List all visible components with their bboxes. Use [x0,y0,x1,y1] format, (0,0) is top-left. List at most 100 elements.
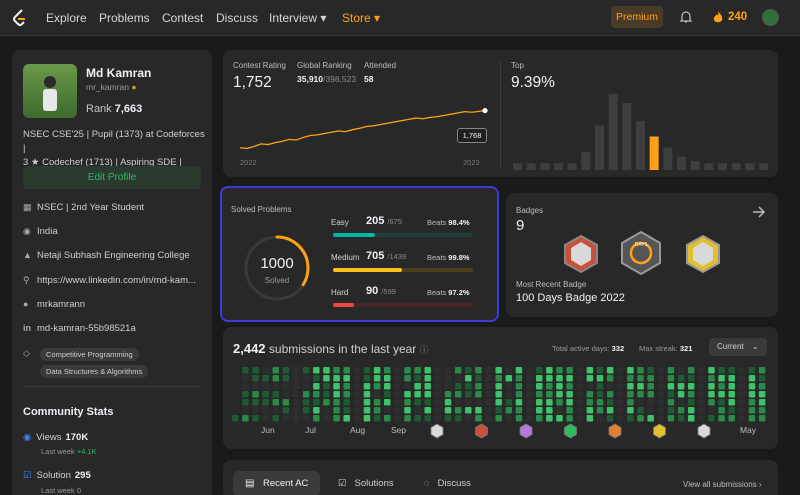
skill-tag[interactable]: Competitive Programming [40,348,139,361]
heatmap-cell [363,407,371,414]
heatmap-cell [343,375,350,382]
nav-discuss[interactable]: Discuss [216,11,259,25]
info-icon[interactable]: ⓘ [419,345,429,355]
heatmap-cell [627,383,634,390]
edit-profile-button[interactable]: Edit Profile [23,166,201,189]
heatmap-cell [495,391,502,398]
heatmap-cell [606,383,614,390]
heatmap-cell [394,399,401,406]
histogram-bar [622,102,632,170]
tab-recent-ac[interactable]: ▤ Recent AC [233,471,321,495]
heatmap-cell [262,367,269,374]
tab-solutions[interactable]: ☑ Solutions [338,478,394,489]
heatmap-cell [535,407,543,414]
heatmap-cell [414,399,421,406]
heatmap-cell [576,367,583,374]
badge-icon[interactable] [684,234,722,274]
building-icon: ▦ [23,202,32,212]
heatmap-cell [566,407,573,414]
heatmap-cell [465,391,472,398]
heatmap-cell [394,391,401,398]
badge-icon[interactable] [562,234,600,274]
heatmap-cell [292,383,300,390]
heatmap-cell [373,415,381,422]
heatmap-cell [262,375,269,382]
heatmap-cell [353,391,361,398]
solved-progress-ring[interactable] [242,233,312,303]
heatmap-cell [272,415,280,422]
heatmap-cell [728,383,735,390]
rating-histogram[interactable] [513,92,768,170]
divider [23,386,201,387]
heatmap-cell [383,415,391,422]
streak-count[interactable]: 240 [728,11,748,23]
view-all-submissions-link[interactable]: View all submissions › [683,480,762,489]
ring-progress [244,235,310,301]
heatmap-cell [748,367,756,374]
heatmap-cell [586,367,594,374]
heatmap-cell [373,391,381,398]
submission-heatmap[interactable] [232,367,770,423]
heatmap-cell [535,399,543,406]
skill-tag[interactable]: Data Structures & Algorithms [40,365,149,378]
heatmap-cell [505,399,513,406]
website-row[interactable]: ⚲ https://www.linkedin.com/in/md-kam... [23,275,196,286]
heatmap-cell [566,383,573,390]
nav-problems[interactable]: Problems [99,11,150,25]
heatmap-cell [444,415,452,422]
heatmap-cell [708,407,715,414]
histogram-bar [731,163,741,170]
heatmap-cell [242,399,249,406]
heatmap-cell [252,391,259,398]
heatmap-cell [333,367,340,374]
heatmap-cell [525,383,533,390]
easy-label: Easy [331,218,349,227]
month-label: May [740,425,757,435]
chevron-right-icon: › [758,480,762,489]
heatmap-cell [617,367,624,374]
heatmap-cell [414,391,421,398]
heatmap-cell [383,391,391,398]
heatmap-cell [728,415,735,422]
profile-name: Md Kamran [86,66,152,80]
premium-button[interactable]: Premium [611,6,663,28]
heatmap-cell [252,415,259,422]
medium-progress-bar [333,268,473,272]
heatmap-cell [687,383,695,390]
heatmap-cell [424,383,432,390]
histogram-bar [581,152,591,170]
heatmap-cell [404,391,411,398]
heatmap-cell [657,399,665,406]
nav-contest[interactable]: Contest [162,11,204,25]
rating-chart[interactable] [236,100,490,155]
github-row[interactable]: ● mrkamrann [23,299,86,310]
arrow-right-icon[interactable] [752,205,766,219]
heatmap-cell [647,375,654,382]
heatmap-cell [546,383,553,390]
histogram-bar [677,156,686,170]
linkedin-row[interactable]: in md-kamran-55b98521a [23,323,136,334]
heatmap-cell [454,391,462,398]
nav-explore[interactable]: Explore [46,11,87,25]
heatmap-cell [343,407,350,414]
top-percent-value: 9.39% [511,74,555,91]
histogram-bar [513,163,522,170]
tab-discuss[interactable]: ◌ Discuss [424,478,471,489]
heatmap-cell [343,367,350,374]
heatmap-cell [495,407,502,414]
nav-interview[interactable]: Interview ▾ [269,11,327,25]
heatmap-cell [566,375,573,382]
heatmap-cell [576,415,583,422]
histogram-bar [608,94,618,170]
fire-icon[interactable] [712,10,724,24]
nav-store[interactable]: Store ▾ [342,11,381,25]
easy-progress-fill [333,233,375,237]
user-avatar[interactable] [762,9,779,26]
heatmap-cell [282,383,290,390]
badge-icon[interactable]: DAYS [619,230,663,276]
tag-icon: ◇ [23,348,30,358]
heatmap-cell [404,407,411,414]
year-dropdown[interactable]: Current ⌄ [709,338,767,356]
bell-icon[interactable] [680,10,692,24]
leetcode-logo-icon[interactable] [12,9,28,27]
